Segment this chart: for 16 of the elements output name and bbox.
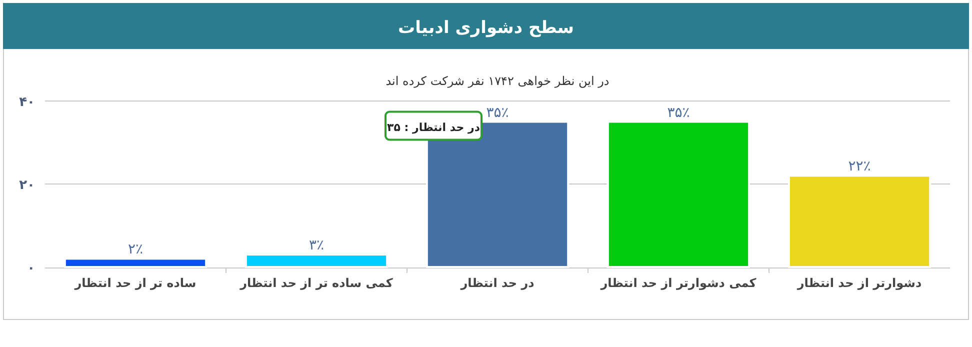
data-label: ۳۵٪: [486, 104, 509, 121]
data-label: ۲۲٪: [848, 158, 871, 175]
subtitle: در این نظر خواهی ۱۷۴۲ نفر شرکت کرده اند: [386, 74, 610, 88]
data-label: ۳٪: [308, 238, 324, 254]
y-tick-label: ۲۰: [19, 178, 35, 193]
x-tick-label: کمی ساده تر از حد انتظار: [239, 276, 393, 290]
annotation: در حد انتظار : ۳۵: [387, 120, 480, 134]
y-tick-label: ۰: [27, 261, 35, 276]
data-label: ۲٪: [128, 242, 144, 258]
data-label: ۳۵٪: [667, 104, 690, 121]
y-tick-label: ۴۰: [19, 95, 35, 110]
x-tick-label: دشوارتر از حد انتظار: [796, 276, 922, 290]
x-tick-label: در حد انتظار: [460, 276, 534, 290]
x-tick-label: ساده تر از حد انتظار: [74, 276, 196, 290]
title: سطح دشواری ادبیات: [398, 18, 574, 38]
x-tick-label: کمی دشوارتر از حد انتظار: [600, 276, 756, 290]
